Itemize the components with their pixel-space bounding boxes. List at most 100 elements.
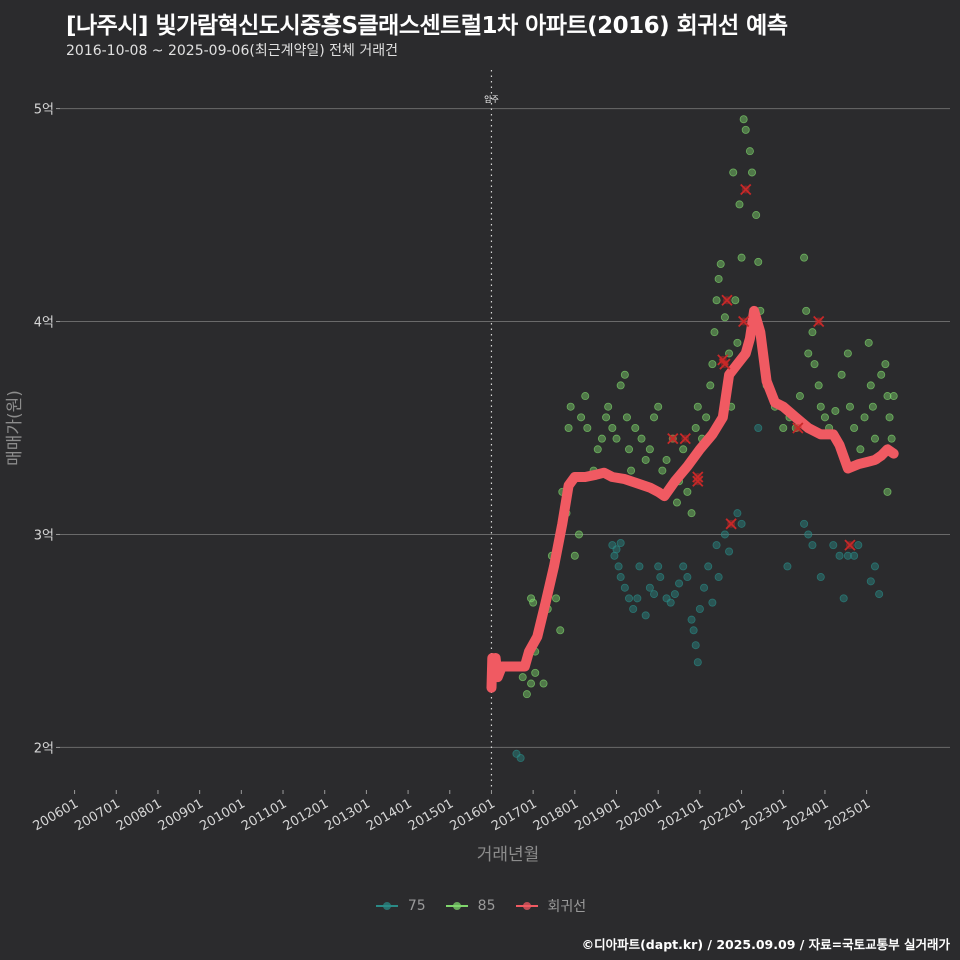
point-85 <box>691 423 700 432</box>
point-85 <box>877 370 886 379</box>
outlier-marker <box>667 433 679 445</box>
point-75 <box>843 551 852 560</box>
x-tick-label: 202201 <box>698 796 748 834</box>
outlier-marker-stroke <box>792 422 804 434</box>
point-85 <box>747 168 756 177</box>
point-75 <box>816 573 825 582</box>
x-axis-label: 거래년월 <box>477 845 540 865</box>
outlier-marker <box>844 539 856 551</box>
legend-item-85: 85 <box>444 898 496 914</box>
point-85 <box>620 370 629 379</box>
point-75 <box>614 562 623 571</box>
x-tick-label: 202301 <box>739 796 789 834</box>
point-85 <box>679 445 688 454</box>
x-tick-label: 200801 <box>114 796 164 834</box>
x-tick-label: 201301 <box>322 796 372 834</box>
point-85 <box>625 445 634 454</box>
point-75 <box>800 519 809 528</box>
point-85 <box>720 313 729 322</box>
point-85 <box>527 594 536 603</box>
point-85 <box>870 434 879 443</box>
point-85 <box>702 413 711 422</box>
legend-key-regression <box>514 899 540 913</box>
point-75 <box>633 594 642 603</box>
outlier-marker <box>721 294 733 306</box>
outlier-marker-stroke <box>717 354 729 366</box>
regression-line-series <box>486 305 899 693</box>
x-tick-label: 202501 <box>823 796 873 834</box>
point-85 <box>612 434 621 443</box>
outlier-marker <box>725 518 737 530</box>
point-85 <box>529 598 538 607</box>
point-75 <box>687 615 696 624</box>
x-tick-label: 201101 <box>239 796 289 834</box>
chart-subtitle: 2016-10-08 ~ 2025-09-06(최근계약일) 전체 거래건 <box>66 43 398 59</box>
point-75 <box>714 573 723 582</box>
point-75 <box>737 519 746 528</box>
legend-label-85: 85 <box>477 898 496 914</box>
point-75 <box>835 551 844 560</box>
point-85 <box>608 423 617 432</box>
point-85 <box>754 257 763 266</box>
point-75 <box>650 590 659 599</box>
point-85 <box>714 274 723 283</box>
point-75 <box>693 658 702 667</box>
point-85 <box>583 423 592 432</box>
point-75 <box>712 541 721 550</box>
point-85 <box>552 594 561 603</box>
point-75 <box>656 573 665 582</box>
outlier-marker <box>719 358 731 370</box>
point-85 <box>883 392 892 401</box>
point-85 <box>564 423 573 432</box>
outlier-marker-stroke <box>692 475 704 487</box>
outlier-marker <box>740 183 752 196</box>
point-85 <box>850 423 859 432</box>
y-tick-label: 4억 <box>34 316 54 331</box>
point-85 <box>616 381 625 390</box>
legend: 75 85 회귀선 <box>0 896 960 916</box>
chart-title: [나주시] 빛가람혁신도시중흥S클래스센트럴1차 아파트(2016) 회귀선 예… <box>66 13 788 39</box>
point-85 <box>687 509 696 518</box>
point-75 <box>829 541 838 550</box>
point-85 <box>814 381 823 390</box>
legend-label-regression: 회귀선 <box>547 899 587 915</box>
point-85 <box>860 413 869 422</box>
point-75 <box>783 562 792 571</box>
y-axis-label: 매매가(원) <box>5 390 25 466</box>
point-75 <box>850 551 859 560</box>
point-85 <box>658 466 667 475</box>
point-75 <box>666 598 675 607</box>
point-75 <box>683 573 692 582</box>
point-85 <box>795 392 804 401</box>
point-85 <box>731 296 740 305</box>
outlier-marker <box>692 475 704 487</box>
outlier-marker-stroke <box>667 433 679 445</box>
point-85 <box>837 370 846 379</box>
point-85 <box>716 260 725 269</box>
point-85 <box>650 413 659 422</box>
x-tick-label: 202001 <box>614 796 664 834</box>
legend-label-75: 75 <box>407 898 426 914</box>
point-85 <box>693 402 702 411</box>
point-75 <box>691 641 700 650</box>
x-tick-label: 200901 <box>156 796 206 834</box>
legend-item-regression: 회귀선 <box>514 896 587 916</box>
point-75 <box>679 562 688 571</box>
point-85 <box>800 253 809 262</box>
point-85 <box>808 328 817 337</box>
point-85 <box>885 413 894 422</box>
point-75 <box>689 626 698 635</box>
point-85 <box>527 679 536 688</box>
point-85 <box>570 551 579 560</box>
point-85 <box>522 690 531 699</box>
outlier-marker-stroke <box>719 358 731 370</box>
point-85 <box>518 673 527 682</box>
point-85 <box>820 413 829 422</box>
outlier-marker-stroke <box>725 518 737 530</box>
x-axis-tick-labels: 2006012007012008012009012010012011012012… <box>31 790 873 834</box>
outlier-marker-stroke <box>738 315 750 328</box>
point-85 <box>887 434 896 443</box>
legend-key-75 <box>374 899 400 913</box>
point-75 <box>616 573 625 582</box>
point-85 <box>566 402 575 411</box>
